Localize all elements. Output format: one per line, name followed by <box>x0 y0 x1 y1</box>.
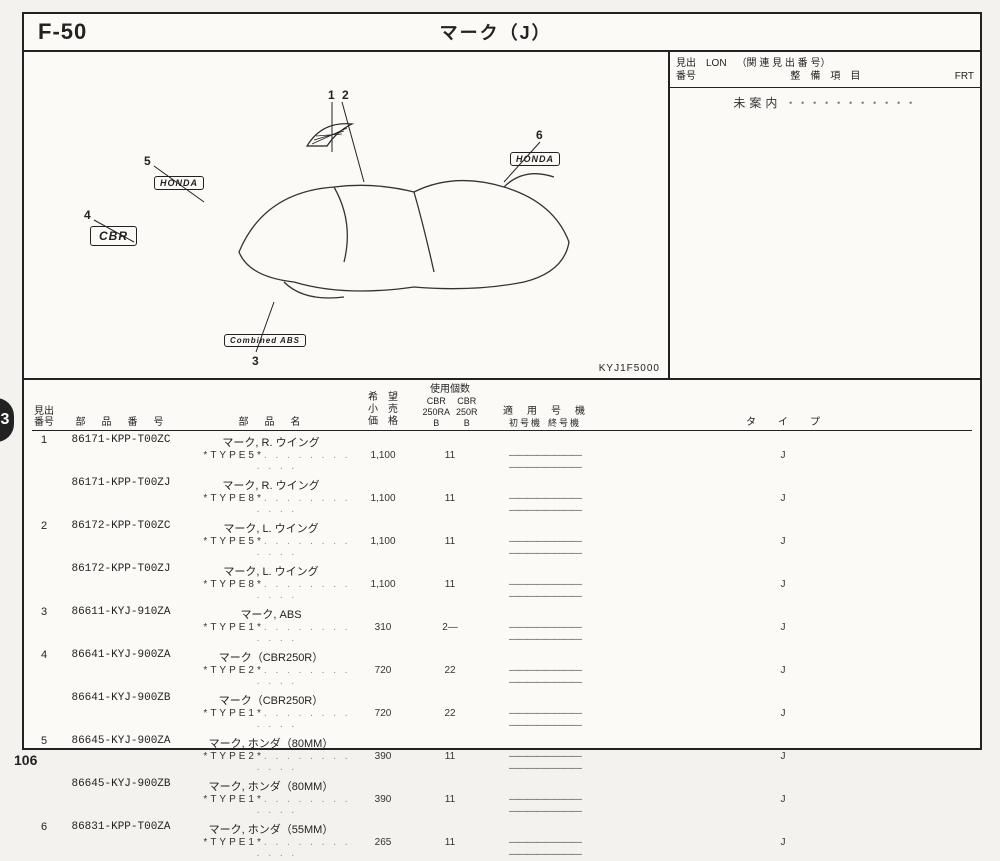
table-header: 見出 番号 部 品 番 号 部 品 名 希 望 小 売 価 格 使用個数 CBR… <box>32 384 972 431</box>
section-tab: 3 <box>0 398 14 442</box>
page-number: 106 <box>14 752 37 768</box>
table-row: 486641-KYJ-900ZAマーク（CBR250R） <box>32 646 972 665</box>
sb-l1c: （関 連 見 出 番 号） <box>737 57 831 70</box>
sb-l2c: FRT <box>955 70 974 83</box>
parts-table: 見出 番号 部 品 番 号 部 品 名 希 望 小 売 価 格 使用個数 CBR… <box>24 380 980 861</box>
table-row-sub: *TYPE1*. . . . . . . . . . . .72022—————… <box>32 708 972 732</box>
sb-l1b: LON <box>706 57 727 70</box>
table-row-sub: *TYPE1*. . . . . . . . . . . .3102——————… <box>32 622 972 646</box>
callout-3: 3 <box>252 354 259 368</box>
table-row: 586645-KYJ-900ZAマーク, ホンダ（80MM） <box>32 732 972 751</box>
th-model-b: 終号機 <box>548 418 581 429</box>
table-row-sub: *TYPE5*. . . . . . . . . . . .1,10011———… <box>32 450 972 474</box>
th-ref: 見出 番号 <box>32 406 56 428</box>
table-row: 286172-KPP-T00ZCマーク, L. ウイング <box>32 517 972 536</box>
sb-l2b: 整 備 項 目 <box>790 70 860 83</box>
page-header: F-50 マーク（J） <box>24 14 980 52</box>
sb-body: 未案内 <box>733 96 916 110</box>
section-code: F-50 <box>24 19 101 45</box>
table-row: 86645-KYJ-900ZBマーク, ホンダ（80MM） <box>32 775 972 794</box>
table-row-sub: *TYPE2*. . . . . . . . . . . .72022—————… <box>32 665 972 689</box>
sb-l1a: 見出 <box>676 57 696 70</box>
diagram-panel: HONDA HONDA CBR Combined ABS 1 2 3 4 <box>24 52 670 378</box>
th-usage-b: CBR 250R B <box>456 396 478 428</box>
callout-5: 5 <box>144 154 151 168</box>
callout-6: 6 <box>536 128 543 142</box>
callout-1: 1 <box>328 88 335 102</box>
diagram-code: KYJ1F5000 <box>599 363 660 374</box>
th-usage-a: CBR 250RA B <box>422 396 450 428</box>
th-partname: 部 品 名 <box>186 413 356 428</box>
table-row: 86641-KYJ-900ZBマーク（CBR250R） <box>32 689 972 708</box>
table-row: 686831-KPP-T00ZAマーク, ホンダ（55MM） <box>32 818 972 837</box>
related-index-panel: 見出 LON （関 連 見 出 番 号） 番号 整 備 項 目 FRT 未案内 <box>670 52 980 378</box>
table-row-sub: *TYPE2*. . . . . . . . . . . .39011—————… <box>32 751 972 775</box>
th-partnum: 部 品 番 号 <box>56 413 186 428</box>
table-row-sub: *TYPE1*. . . . . . . . . . . .39011—————… <box>32 794 972 818</box>
th-price: 希 望 小 売 価 格 <box>356 392 410 428</box>
table-row: 386611-KYJ-910ZAマーク, ABS <box>32 603 972 622</box>
table-row: 86171-KPP-T00ZJマーク, R. ウイング <box>32 474 972 493</box>
th-usage: 使用個数 <box>412 384 488 396</box>
page-frame: F-50 マーク（J） HONDA HONDA CBR Combined ABS <box>22 12 982 750</box>
sb-l2a: 番号 <box>676 70 696 83</box>
callout-4: 4 <box>84 208 91 222</box>
table-row-sub: *TYPE5*. . . . . . . . . . . .1,10011———… <box>32 536 972 560</box>
table-row: 186171-KPP-T00ZCマーク, R. ウイング <box>32 431 972 450</box>
table-row-sub: *TYPE8*. . . . . . . . . . . .1,10011———… <box>32 493 972 517</box>
th-model: 適 用 号 機 <box>492 406 598 418</box>
callout-2: 2 <box>342 88 349 102</box>
table-row-sub: *TYPE1*. . . . . . . . . . . .26511—————… <box>32 837 972 861</box>
table-row: 86172-KPP-T00ZJマーク, L. ウイング <box>32 560 972 579</box>
table-row-sub: *TYPE8*. . . . . . . . . . . .1,10011———… <box>32 579 972 603</box>
page-title: マーク（J） <box>101 19 890 45</box>
th-model-a: 初号機 <box>509 418 542 429</box>
th-type: タ イ プ <box>600 413 972 428</box>
